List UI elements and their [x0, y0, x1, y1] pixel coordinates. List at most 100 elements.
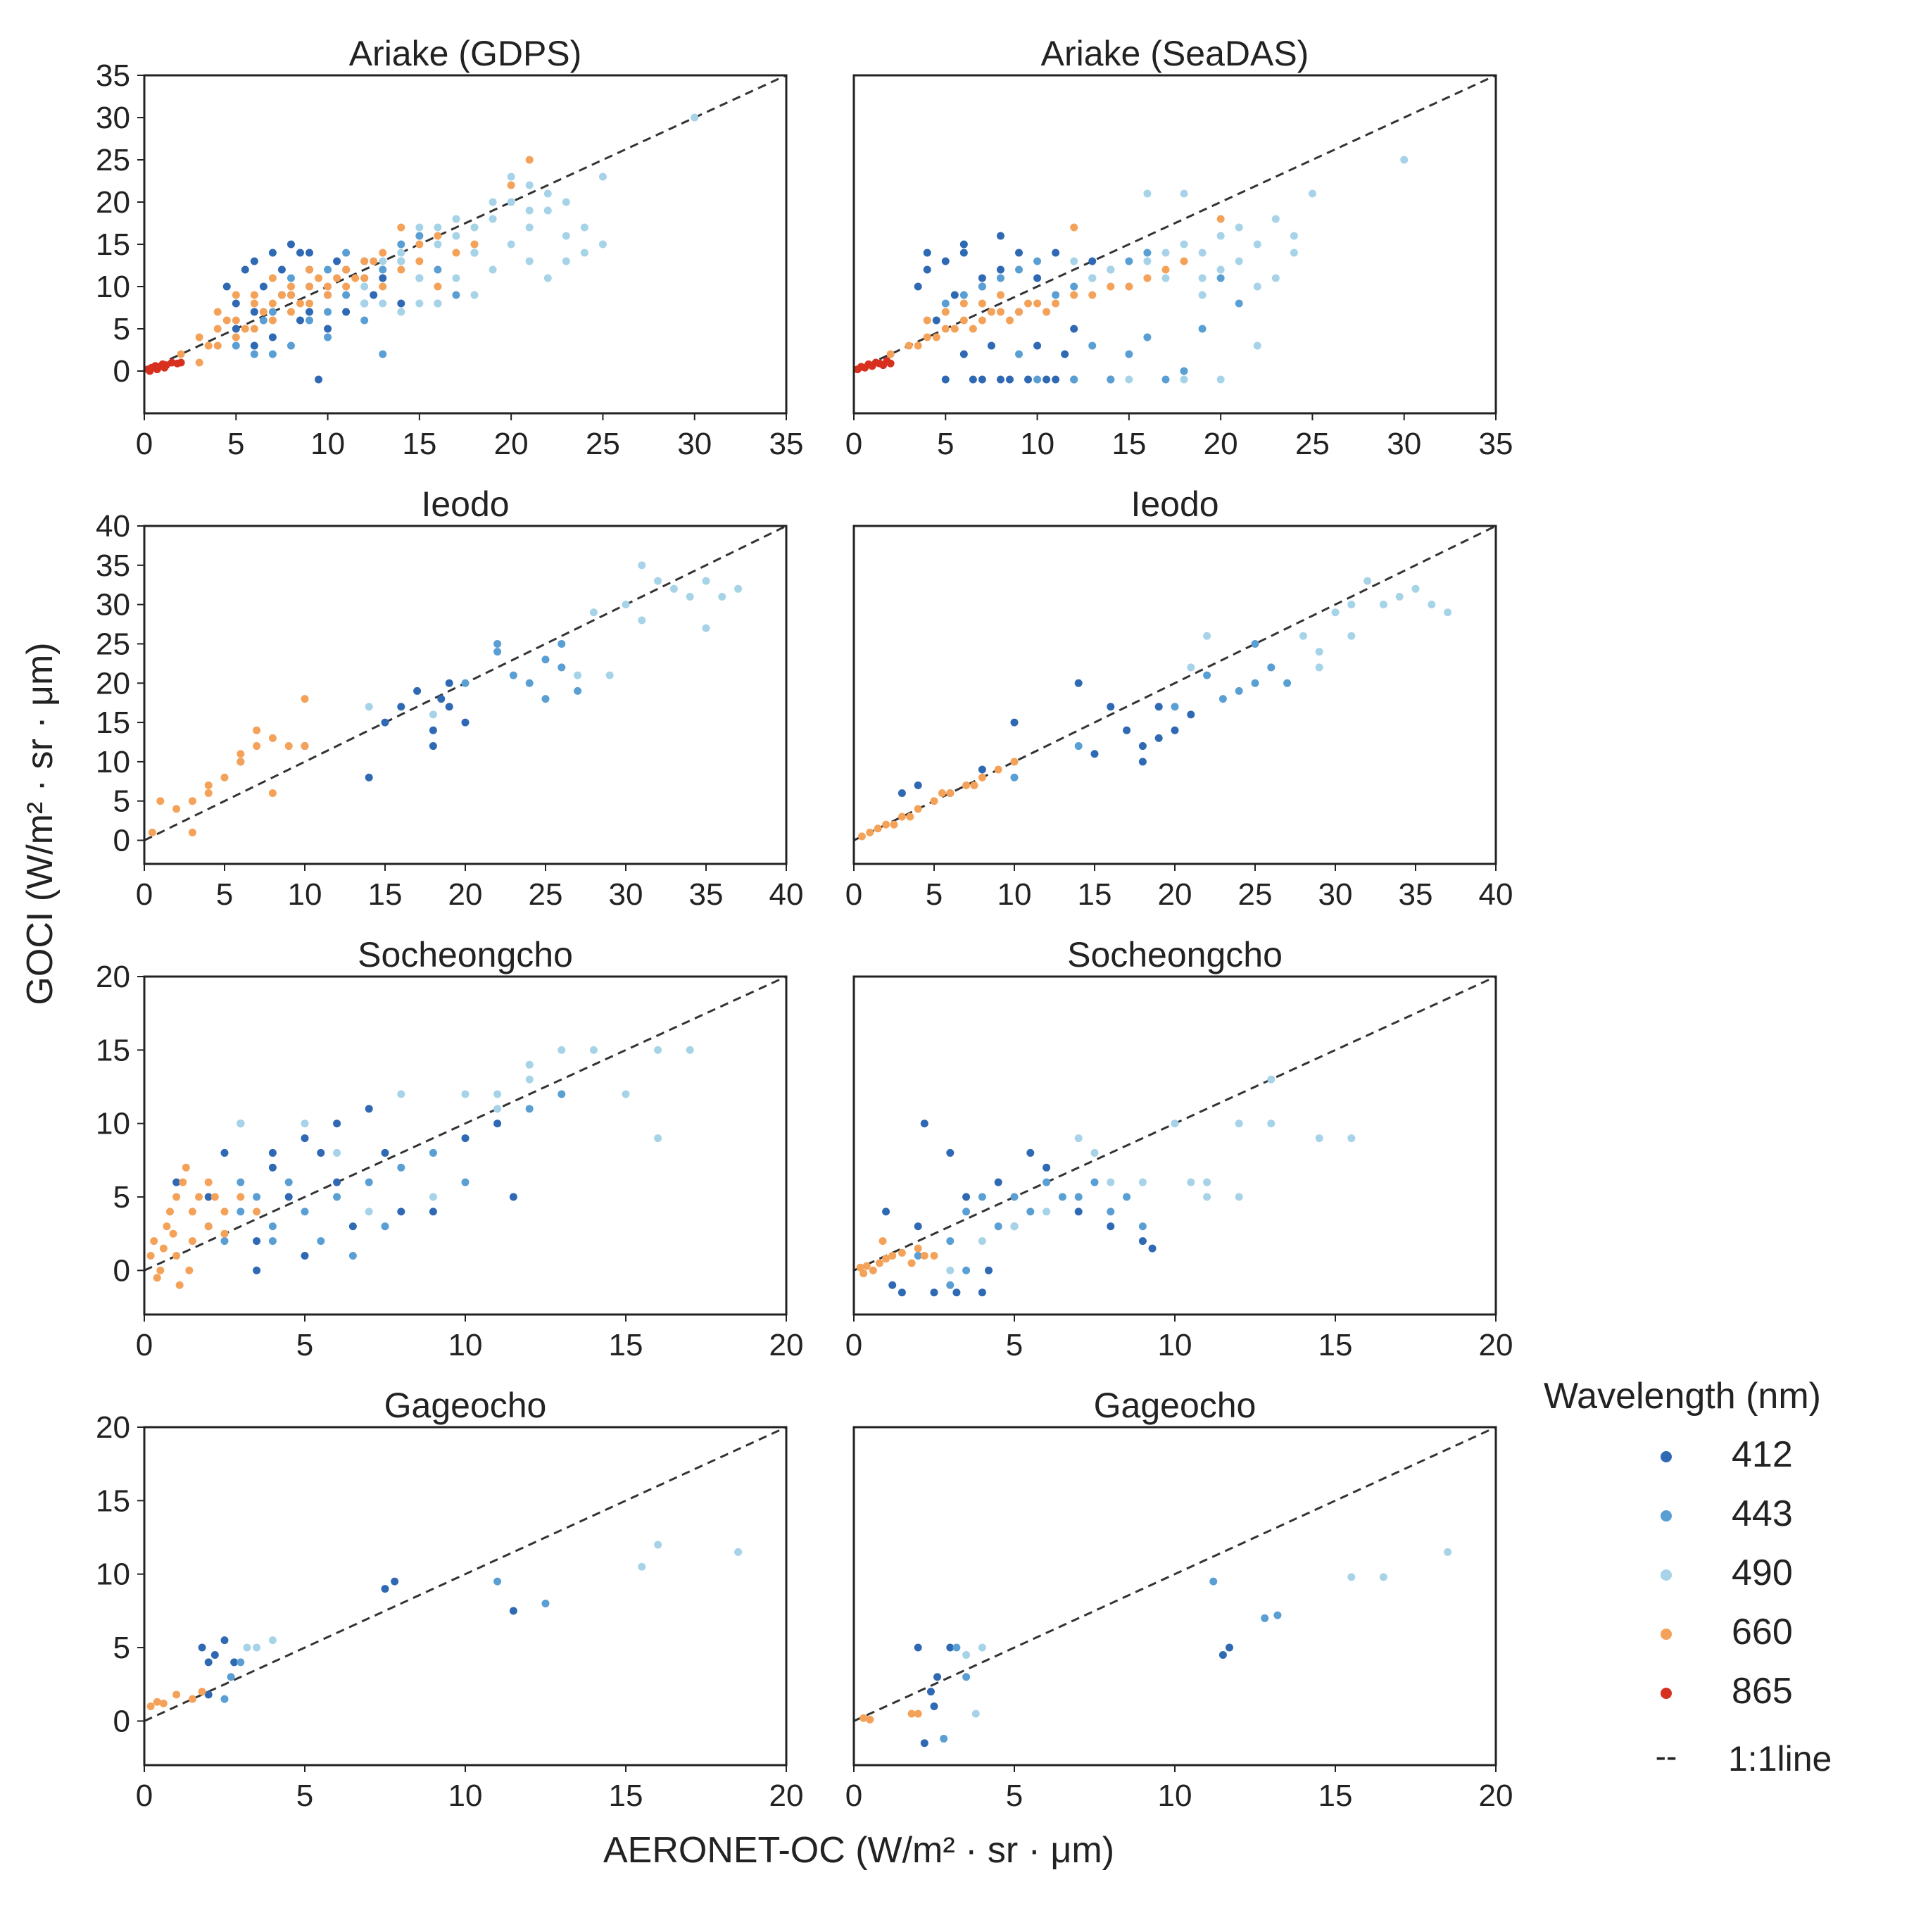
data-point-490 — [1143, 257, 1152, 265]
x-tick-label: 5 — [296, 1779, 313, 1813]
data-point-412 — [198, 1643, 206, 1652]
data-point-660 — [1024, 299, 1033, 308]
data-point-490 — [654, 1046, 662, 1054]
panel-title: Ariake (GDPS) — [349, 34, 582, 73]
x-tick-label: 0 — [845, 1779, 862, 1813]
data-point-490 — [543, 206, 552, 215]
data-point-490 — [1010, 1222, 1019, 1231]
data-point-490 — [1253, 240, 1261, 249]
data-point-443 — [237, 1658, 245, 1667]
panel-title: Socheongcho — [1067, 935, 1283, 974]
data-point-412 — [253, 1266, 261, 1274]
data-point-490 — [654, 1541, 662, 1549]
data-point-443 — [1070, 375, 1078, 384]
data-point-412 — [978, 1288, 986, 1297]
data-point-412 — [230, 1658, 239, 1667]
data-point-660 — [882, 1255, 890, 1263]
data-point-443 — [227, 1673, 235, 1681]
data-point-660 — [996, 291, 1004, 299]
data-point-490 — [1347, 1134, 1356, 1143]
x-tick-label: 10 — [1020, 427, 1054, 461]
data-point-660 — [415, 240, 424, 249]
data-point-660 — [204, 789, 213, 798]
plot-frame — [852, 525, 1497, 865]
data-point-443 — [1052, 291, 1060, 299]
data-point-490 — [434, 240, 442, 249]
panel-title: Gageocho — [384, 1386, 547, 1425]
scatter-panel: Gageocho 0 5 10 15 20 0 5 10 15 20 — [96, 1386, 803, 1813]
data-point-412 — [1043, 1163, 1051, 1172]
data-point-660 — [978, 773, 986, 782]
data-point-412 — [220, 1636, 229, 1645]
data-point-443 — [1125, 350, 1133, 358]
data-point-490 — [638, 561, 646, 570]
x-tick-label: 20 — [1479, 1779, 1513, 1813]
data-point-660 — [507, 181, 515, 189]
data-point-660 — [923, 316, 931, 325]
data-point-660 — [434, 232, 442, 240]
data-point-660 — [315, 274, 323, 282]
data-point-660 — [156, 1266, 165, 1274]
data-point-660 — [172, 1193, 181, 1201]
data-point-443 — [461, 679, 470, 687]
data-point-490 — [1180, 189, 1188, 198]
data-point-660 — [351, 274, 360, 282]
x-tick-label: 15 — [402, 427, 436, 461]
data-point-412 — [315, 375, 323, 384]
data-point-412 — [914, 781, 922, 789]
data-point-660 — [296, 299, 304, 308]
data-point-660 — [232, 333, 240, 341]
data-point-660 — [172, 805, 181, 813]
data-point-490 — [507, 240, 515, 249]
data-point-443 — [1203, 671, 1211, 679]
legend-label-412: 412 — [1732, 1434, 1793, 1475]
x-tick-label: 30 — [1318, 877, 1353, 912]
data-point-412 — [250, 341, 258, 350]
x-tick-label: 15 — [1318, 1328, 1353, 1362]
legend-marker-490 — [1661, 1569, 1672, 1581]
one-to-one-line — [853, 525, 1497, 841]
data-point-490 — [962, 1650, 971, 1659]
x-tick-label: 0 — [136, 877, 153, 912]
data-point-412 — [930, 1288, 938, 1297]
data-point-443 — [558, 663, 566, 672]
data-point-490 — [397, 249, 405, 257]
panel-title: Socheongcho — [358, 935, 573, 974]
data-point-443 — [381, 1222, 389, 1231]
data-point-443 — [1143, 333, 1152, 341]
data-point-412 — [959, 350, 968, 358]
data-point-490 — [1171, 1119, 1179, 1128]
data-point-490 — [558, 1046, 566, 1054]
data-point-490 — [1315, 663, 1323, 672]
data-point-412 — [978, 765, 986, 774]
data-point-490 — [1125, 375, 1133, 384]
data-point-660 — [970, 781, 978, 789]
scatter-panel: Gageocho 0 5 10 15 20 — [845, 1386, 1513, 1813]
data-point-412 — [1005, 375, 1014, 384]
data-point-660 — [213, 341, 222, 350]
data-point-443 — [1261, 1614, 1269, 1622]
x-tick-label: 0 — [845, 427, 862, 461]
x-tick-label: 5 — [296, 1328, 313, 1362]
data-point-412 — [985, 1266, 993, 1274]
data-point-660 — [890, 820, 898, 829]
data-point-660 — [268, 734, 277, 742]
data-point-412 — [204, 1690, 213, 1699]
x-tick-label: 5 — [227, 427, 244, 461]
data-point-490 — [333, 1148, 341, 1157]
data-point-490 — [1379, 1573, 1387, 1581]
data-point-412 — [204, 1193, 213, 1201]
data-point-660 — [213, 308, 222, 316]
data-point-443 — [959, 291, 968, 299]
data-point-660 — [222, 316, 231, 325]
plot-frame — [852, 975, 1497, 1316]
data-point-412 — [348, 1222, 357, 1231]
data-point-412 — [461, 1134, 470, 1143]
y-tick-label: 5 — [113, 1180, 130, 1215]
data-point-443 — [379, 350, 387, 358]
data-point-660 — [165, 1208, 174, 1216]
data-point-412 — [210, 1650, 219, 1659]
data-point-443 — [1180, 367, 1188, 375]
data-point-865 — [886, 359, 895, 368]
data-point-443 — [301, 1208, 309, 1216]
